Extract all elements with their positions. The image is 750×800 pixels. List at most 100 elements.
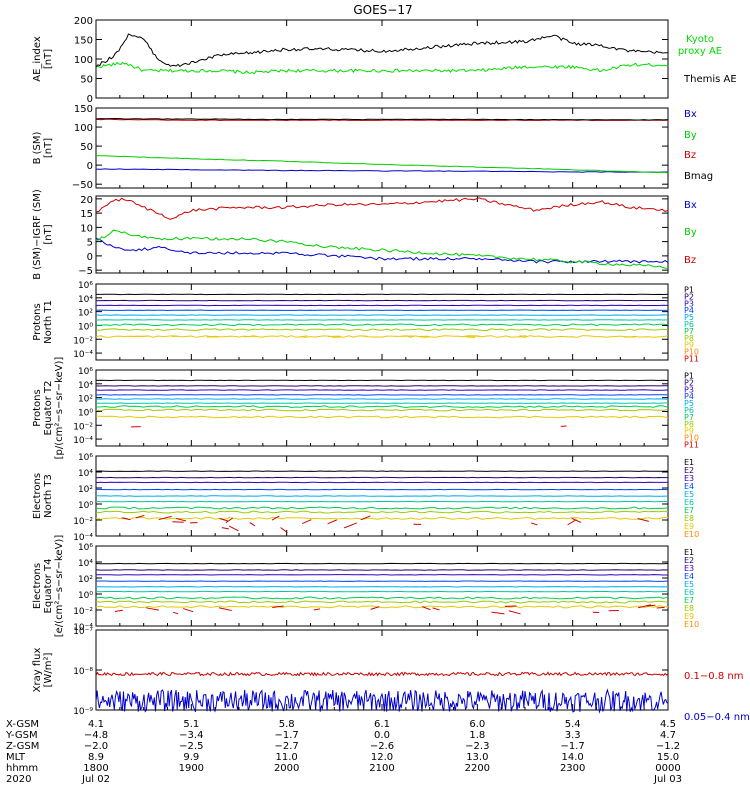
bdiff-panel-legend-bz: Bz (684, 255, 696, 266)
protons-t2-panel-ytick-label: 10⁴ (78, 381, 93, 391)
protons-t1-panel-sparse-point (465, 336, 476, 338)
ephemeris-value: 1900 (179, 763, 204, 774)
electrons-t4-panel-channel-9 (95, 605, 669, 609)
ae-panel-ylabel-0: AE_index (32, 36, 43, 82)
ephemeris-row-label: hhmm (6, 763, 38, 774)
electrons-t4-panel-ytick-label: 10⁴ (78, 559, 93, 569)
bdiff-panel-legend-bx: Bx (684, 200, 697, 211)
electrons-t4-panel-sparse-point (145, 607, 159, 611)
protons-t2-panel-legend-p8: P8 (684, 420, 694, 429)
bdiff-panel-ylabel-0: B (SM)−IGRF (SM) (32, 189, 43, 280)
electrons-t3-panel-ytick-label: 10⁶ (78, 453, 93, 463)
bsm-panel-ytick-label: 150 (74, 104, 93, 115)
protons-t2-panel-legend-p4: P4 (684, 392, 694, 401)
protons-t2-panel-legend-p10: P10 (684, 434, 699, 443)
protons-t1-panel-ytick-label: 10⁻² (73, 336, 93, 346)
electrons-t3-panel-sparse-point (219, 518, 229, 522)
protons-t1-panel-legend-p4: P4 (684, 306, 694, 315)
protons-t2-panel-legend-p7: P7 (684, 413, 694, 422)
ephemeris-value: 15.0 (657, 752, 679, 763)
ephemeris-row-label: 2020 (6, 774, 31, 785)
electrons-t4-panel-ylabel-2: [e/(cm²−s−sr−keV)] (54, 535, 65, 638)
bsm-panel-ytick-label: 0 (87, 161, 93, 172)
electrons-t4-panel-ylabel-0: Electrons (32, 563, 43, 609)
protons-t2-panel-legend-p3: P3 (684, 385, 694, 394)
protons-t1-panel-ytick-label: 10⁶ (78, 281, 93, 291)
protons-t2-panel-ytick-label: 10² (78, 395, 93, 405)
electrons-t3-panel-sparse-point (530, 522, 538, 526)
electrons-t4-panel-legend-e5: E5 (684, 580, 694, 589)
protons-t2-panel-ytick-label: 10⁰ (78, 408, 93, 418)
electrons-t4-panel-legend-e1: E1 (684, 548, 694, 557)
ephemeris-value: 12.0 (371, 752, 393, 763)
electrons-t4-panel-channel-7 (95, 596, 669, 600)
ae-panel-frame (95, 19, 669, 99)
ephemeris-value: 2300 (560, 763, 585, 774)
protons-t1-panel-channel-4 (95, 309, 669, 312)
electrons-t4-panel-sparse-point (114, 609, 123, 613)
electrons-t3-panel-legend-e8: E8 (684, 514, 694, 523)
protons-t1-panel-ylabel-0: Protons (32, 303, 43, 340)
protons-t2-panel-legend-p5: P5 (684, 399, 694, 408)
electrons-t3-panel-sparse-point (221, 527, 229, 530)
electrons-t4-panel-sparse-point (370, 606, 380, 610)
electrons-t4-panel-sparse-point (646, 604, 656, 607)
ephemeris-row-label: Y-GSM (5, 730, 38, 741)
protons-t1-panel-legend-p6: P6 (684, 320, 694, 329)
electrons-t3-panel-sparse-point (571, 517, 582, 523)
xray-panel-series-short (95, 688, 669, 714)
electrons-t4-panel-frame (95, 545, 669, 627)
bdiff-panel-ytick-label: 20 (80, 195, 93, 206)
ephemeris-row-label: Z-GSM (6, 741, 39, 752)
electrons-t4-panel-legend-e3: E3 (684, 564, 694, 573)
electrons-t4-panel-sparse-point (637, 604, 652, 609)
ephemeris-value: 3.3 (565, 730, 581, 741)
electrons-t3-panel-ytick-label: 10² (78, 485, 93, 495)
ephemeris-row-label: MLT (6, 752, 26, 763)
protons-t2-panel-ytick-label: 10⁻² (73, 422, 93, 432)
electrons-t3-panel-channel-9 (95, 516, 668, 520)
ephemeris-value: −2.5 (179, 741, 203, 752)
electrons-t4-panel-sparse-point (421, 606, 431, 611)
ephemeris-row-label: X-GSM (6, 719, 39, 730)
xray-panel-ytick-label: 10⁻⁷ (73, 627, 93, 637)
electrons-t3-panel-ylabel-0: Electrons (32, 473, 43, 519)
ae-panel-series-kyoto-proxy-ae (95, 61, 668, 75)
electrons-t3-panel-legend-e1: E1 (684, 458, 694, 467)
bsm-panel-series-bmag (95, 117, 669, 121)
electrons-t4-panel-ylabel-1: Equator T4 (43, 559, 54, 614)
electrons-t3-panel-sparse-point (121, 517, 131, 521)
electrons-t4-panel-legend-e4: E4 (684, 572, 694, 581)
protons-t1-panel-legend-p1: P1 (684, 285, 694, 294)
electrons-t4-panel-legend-e7: E7 (684, 596, 694, 605)
ephemeris-value: 6.0 (469, 719, 485, 730)
ephemeris-value: 13.0 (466, 752, 488, 763)
electrons-t4-panel-ytick-label: 10⁶ (78, 543, 93, 553)
electrons-t3-panel-sparse-point (175, 517, 187, 522)
electrons-t3-panel-legend-e3: E3 (684, 474, 694, 483)
protons-t1-panel-sparse-point (400, 335, 414, 337)
ephemeris-value: −3.4 (179, 730, 203, 741)
ephemeris-value: 9.9 (183, 752, 199, 763)
bsm-panel-legend-bmag: Bmag (684, 171, 713, 182)
protons-t2-panel-ytick-label: 10⁶ (78, 367, 93, 377)
ae-panel-ytick-label: 0 (87, 94, 93, 105)
electrons-t4-panel-legend-e6: E6 (684, 588, 694, 597)
bsm-panel-ytick-label: 100 (74, 123, 93, 134)
electrons-t3-panel-sparse-point (271, 515, 280, 521)
ae-panel-ytick-label: 50 (80, 75, 93, 86)
bdiff-panel-ytick-label: 15 (80, 209, 93, 220)
protons-t1-panel-legend-p9: P9 (684, 341, 694, 350)
electrons-t3-panel-ytick-label: 10⁻⁴ (73, 533, 93, 543)
protons-t1-panel-ytick-label: 10⁰ (78, 322, 93, 332)
protons-t1-panel-frame (95, 283, 669, 361)
protons-t1-panel-channel-8 (95, 328, 669, 332)
protons-t2-panel-ylabel-0: Protons (32, 389, 43, 426)
ae-panel-legend-themis: Themis AE (683, 74, 737, 85)
bsm-panel-legend-by: By (684, 130, 697, 141)
electrons-t3-panel-legend-e9: E9 (684, 522, 694, 531)
bdiff-panel-ytick-label: 0 (87, 252, 93, 263)
protons-t1-panel-channel-9 (95, 335, 669, 338)
electrons-t4-panel-sparse-point (172, 611, 179, 615)
bsm-panel-ylabel-1: [nT] (43, 138, 54, 158)
